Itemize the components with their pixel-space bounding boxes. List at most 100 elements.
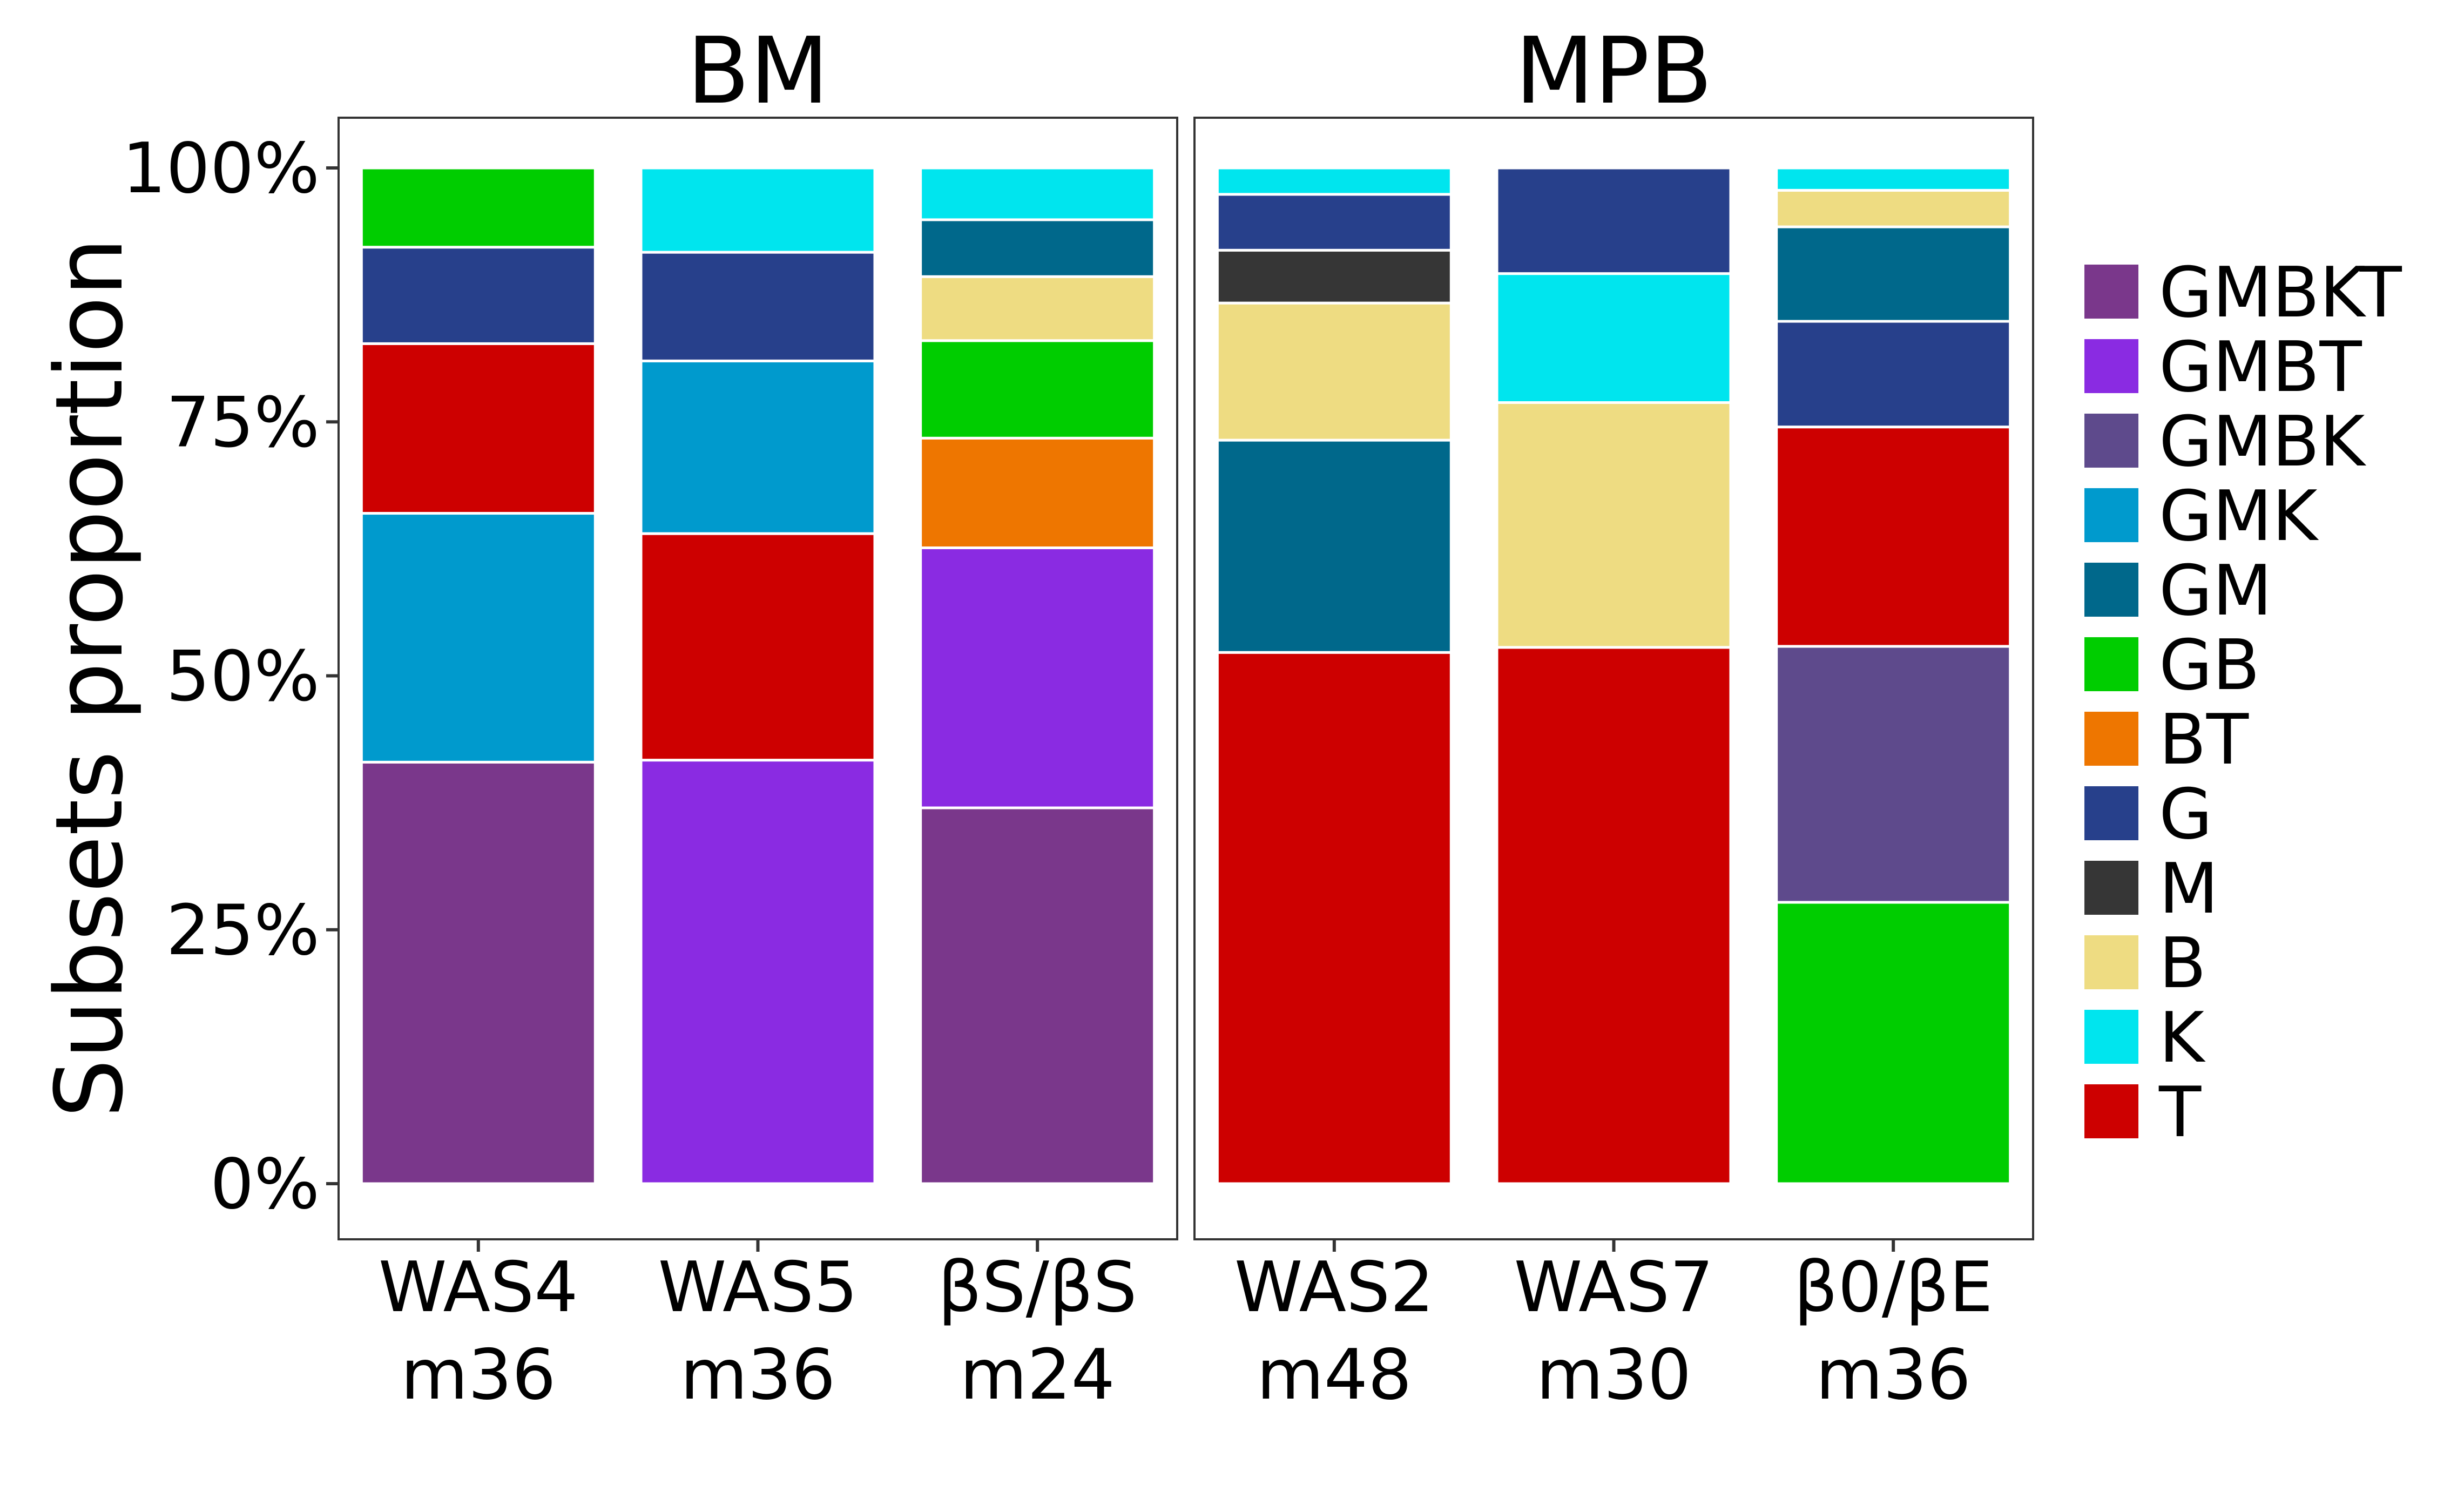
bar-segment-gm	[1216, 438, 1453, 654]
legend-item-b: B	[2084, 923, 2206, 1004]
bar-WAS4	[360, 166, 597, 1185]
x-tick-label: WAS2	[1234, 1247, 1434, 1328]
x-tick-label: WAS5	[658, 1247, 858, 1328]
bar-segment-gmk	[360, 512, 597, 764]
x-tick-label-sub: m36	[680, 1335, 836, 1415]
legend-label: GMBT	[2159, 327, 2362, 408]
bar-segment-gmbt	[639, 759, 876, 1185]
bar-segment-gmbk	[1775, 645, 2012, 904]
legend-item-m: M	[2084, 849, 2218, 929]
legend-item-gmbt: GMBT	[2084, 327, 2362, 408]
y-tick-label: 0%	[210, 1144, 320, 1225]
bar-segment-gmbt	[919, 546, 1156, 809]
x-tick-label-sub: m24	[960, 1335, 1115, 1415]
legend-item-gmbkt: GMBKT	[2084, 253, 2402, 333]
bar-segment-gb	[919, 339, 1156, 440]
bar-WAS2	[1216, 166, 1453, 1185]
legend-swatch	[2084, 935, 2138, 989]
bar-segment-b	[919, 275, 1156, 342]
bar-segment-k	[639, 166, 876, 254]
legend-swatch	[2084, 339, 2138, 393]
bar-segment-b	[1216, 301, 1453, 442]
bar-segment-k	[1216, 166, 1453, 196]
bar-segment-gb	[360, 166, 597, 249]
legend-swatch	[2084, 1010, 2138, 1064]
x-tick-label: WAS4	[379, 1247, 578, 1328]
bar-WAS5	[639, 166, 876, 1185]
y-tick-label: 100%	[122, 129, 320, 209]
legend-item-gb: GB	[2084, 625, 2260, 706]
bar-segment-g	[360, 246, 597, 345]
bar-segment-gm	[1775, 225, 2012, 323]
bar-segment-t	[1216, 651, 1453, 1185]
legend-item-g: G	[2084, 774, 2212, 855]
bar-segment-g	[1775, 320, 2012, 429]
legend-label: GMBKT	[2159, 253, 2402, 333]
legend-swatch	[2084, 712, 2138, 766]
x-tick-label: β0/βE	[1794, 1247, 1993, 1328]
bar-βS/βS	[919, 166, 1156, 1185]
bar-segment-t	[639, 532, 876, 762]
legend-label: BT	[2159, 700, 2249, 780]
x-tick-label-sub: m30	[1536, 1335, 1692, 1415]
panel-title: MPB	[1515, 18, 1713, 125]
x-tick-label: WAS7	[1514, 1247, 1714, 1328]
bar-segment-bt	[919, 436, 1156, 549]
bar-segment-gmk	[639, 359, 876, 535]
legend-item-gmbk: GMBK	[2084, 402, 2366, 482]
legend-label: GM	[2159, 551, 2272, 631]
legend-label: GMK	[2159, 476, 2319, 557]
bar-segment-b	[1775, 188, 2012, 228]
x-tick-label: βS/βS	[938, 1247, 1137, 1328]
bar-segment-t	[1775, 426, 2012, 648]
legend-label: GB	[2159, 625, 2260, 706]
bar-segment-k	[1775, 166, 2012, 192]
legend-swatch	[2084, 488, 2138, 542]
legend-label: T	[2158, 1072, 2202, 1153]
legend-swatch	[2084, 637, 2138, 691]
x-tick-label-sub: m48	[1257, 1335, 1412, 1415]
bar-segment-gmbkt	[919, 806, 1156, 1185]
legend-item-gm: GM	[2084, 551, 2272, 631]
legend-swatch	[2084, 1084, 2138, 1138]
bar-segment-t	[360, 342, 597, 515]
bar-segment-k	[1495, 272, 1732, 404]
bar-segment-b	[1495, 401, 1732, 649]
x-tick-label-sub: m36	[401, 1335, 556, 1415]
bar-segment-t	[1495, 646, 1732, 1185]
legend-swatch	[2084, 265, 2138, 319]
bar-WAS7	[1495, 166, 1732, 1185]
legend-label: K	[2159, 998, 2206, 1078]
legend-label: G	[2159, 774, 2212, 855]
panels: BMWAS4m36WAS5m36βS/βSm24MPBWAS2m48WAS7m3…	[338, 18, 2034, 1415]
legend-swatch	[2084, 414, 2138, 468]
bar-segment-m	[1216, 248, 1453, 305]
bar-segment-gmbkt	[360, 760, 597, 1185]
panel-border	[1193, 117, 2034, 1240]
legend-swatch	[2084, 563, 2138, 617]
bar-segment-gb	[1775, 901, 2012, 1185]
y-axis-title: Subsets proportion	[35, 238, 144, 1118]
legend-item-gmk: GMK	[2084, 476, 2319, 557]
legend-item-t: T	[2084, 1072, 2202, 1153]
bar-segment-g	[639, 251, 876, 362]
bar-segment-g	[1216, 193, 1453, 252]
y-axis: 0% 25% 50% 75% 100%	[122, 129, 339, 1225]
panel-title: BM	[687, 18, 829, 125]
legend-label: M	[2159, 849, 2218, 929]
bar-segment-gm	[919, 218, 1156, 278]
bar-β0/βE	[1775, 166, 2012, 1185]
bar-segment-g	[1495, 166, 1732, 275]
legend-swatch	[2084, 861, 2138, 915]
legend-label: B	[2159, 923, 2206, 1004]
panel-border	[338, 117, 1178, 1240]
legend-item-bt: BT	[2084, 700, 2249, 780]
legend-item-k: K	[2084, 998, 2206, 1078]
y-tick-label: 75%	[166, 382, 320, 463]
y-tick-label: 25%	[166, 890, 320, 971]
legend-swatch	[2084, 786, 2138, 840]
